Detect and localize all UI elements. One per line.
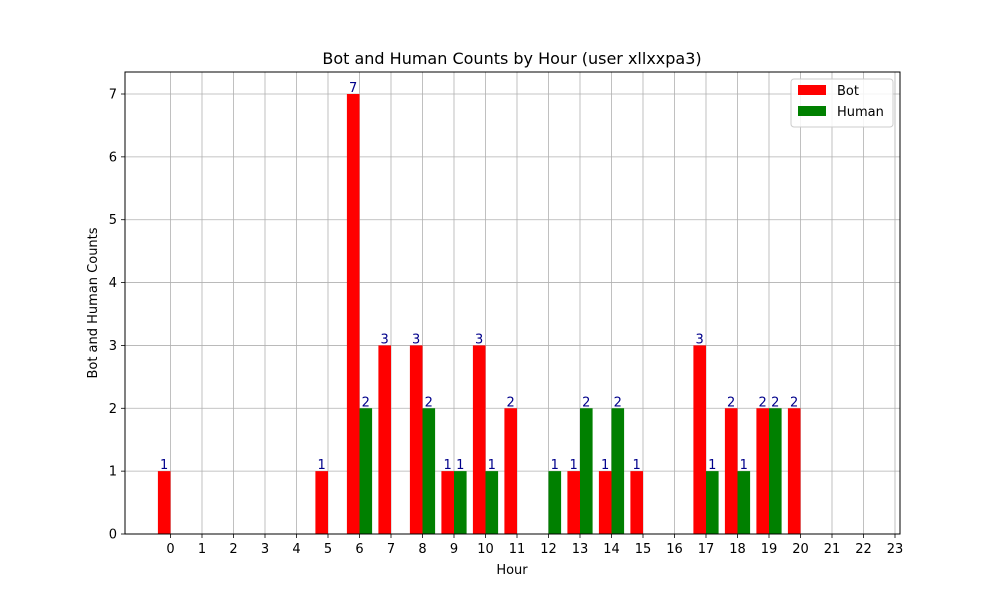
bar-human-hour-18	[737, 471, 751, 534]
x-tick-label: 2	[229, 542, 237, 557]
bar-human-hour-19	[769, 408, 782, 534]
bar-value-label: 3	[696, 332, 704, 347]
bar-value-label: 2	[362, 395, 370, 410]
bar-bot-hour-17	[693, 345, 706, 534]
bar-bot-hour-11	[504, 408, 517, 534]
x-axis-title: Hour	[496, 563, 528, 578]
bar-human-hour-10	[485, 471, 499, 534]
bar-value-label: 2	[582, 395, 590, 410]
x-tick-label: 10	[477, 542, 494, 557]
x-tick-label: 1	[198, 542, 206, 557]
x-tick-label: 17	[698, 542, 715, 557]
y-axis-title: Bot and Human Counts	[86, 227, 101, 378]
bar-human-hour-14	[611, 408, 625, 534]
x-tick-label: 18	[729, 542, 746, 557]
bar-bot-hour-7	[378, 345, 391, 534]
bars	[157, 94, 801, 534]
bar-bot-hour-0	[157, 471, 171, 534]
x-tick-label: 0	[166, 542, 174, 557]
bar-value-label: 1	[708, 458, 716, 473]
y-tick-label: 5	[109, 213, 117, 228]
bar-value-label: 7	[349, 81, 357, 96]
bar-bot-hour-10	[472, 345, 486, 534]
bar-value-label: 1	[160, 458, 168, 473]
x-tick-label: 21	[824, 542, 841, 557]
bar-human-hour-12	[548, 471, 562, 534]
bar-value-label: 1	[740, 458, 748, 473]
bar-value-label: 1	[488, 458, 496, 473]
x-tick-label: 4	[292, 542, 300, 557]
x-tick-label: 12	[540, 542, 557, 557]
x-tick-label: 13	[572, 542, 589, 557]
x-tick-label: 14	[603, 542, 620, 557]
bar-value-label: 1	[456, 458, 464, 473]
bar-value-label: 1	[318, 458, 326, 473]
bar-value-label: 2	[727, 395, 735, 410]
y-tick-label: 3	[109, 339, 117, 354]
bar-value-label: 2	[759, 395, 767, 410]
chart-title: Bot and Human Counts by Hour (user xllxx…	[322, 49, 701, 68]
x-tick-label: 16	[666, 542, 683, 557]
x-tick-label: 6	[355, 542, 363, 557]
bar-value-label: 2	[614, 395, 622, 410]
x-tick-label: 20	[792, 542, 809, 557]
bar-value-label: 2	[507, 395, 515, 410]
x-axis-ticks: 0 1 2 3 4 5 6 7 8 9 10 11 12 13 14 15 16 17 18 19 20 21 22 23	[166, 534, 903, 557]
bar-value-label: 1	[570, 458, 578, 473]
legend: Bot Human	[790, 78, 894, 128]
bar-bot-hour-20	[787, 408, 801, 534]
bar-value-label: 1	[444, 458, 452, 473]
bar-bot-hour-9	[441, 471, 454, 534]
x-tick-label: 15	[635, 542, 652, 557]
bar-human-hour-13	[580, 408, 593, 534]
bar-bot-hour-19	[756, 408, 769, 534]
y-tick-label: 0	[109, 528, 117, 543]
bar-bot-hour-15	[630, 471, 643, 534]
bar-value-label: 1	[601, 458, 609, 473]
bar-value-label: 1	[551, 458, 559, 473]
legend-label-bot: Bot	[837, 84, 859, 99]
y-tick-label: 6	[109, 150, 117, 165]
y-tick-label: 2	[109, 402, 117, 417]
bar-bot-hour-8	[409, 345, 423, 534]
x-tick-label: 11	[509, 542, 526, 557]
bar-human-hour-6	[359, 408, 373, 534]
bar-bot-hour-18	[724, 408, 738, 534]
bar-value-label: 2	[425, 395, 433, 410]
plot-frame	[124, 71, 901, 535]
y-axis-ticks: 0 1 2 3 4 5 6 7	[109, 88, 125, 543]
bar-value-label: 3	[381, 332, 389, 347]
bar-human-hour-8	[422, 408, 436, 534]
bar-bot-hour-13	[567, 471, 580, 534]
bar-value-label: 2	[790, 395, 798, 410]
bar-bot-hour-6	[346, 94, 360, 534]
bar-human-hour-9	[454, 471, 467, 534]
x-tick-label: 8	[418, 542, 426, 557]
x-tick-label: 5	[324, 542, 332, 557]
y-tick-label: 1	[109, 465, 117, 480]
x-tick-label: 19	[761, 542, 778, 557]
legend-swatch-human	[798, 106, 826, 116]
y-tick-label: 4	[109, 276, 117, 291]
bar-value-label: 2	[771, 395, 779, 410]
bar-value-label: 1	[633, 458, 641, 473]
bar-human-hour-17	[706, 471, 719, 534]
x-tick-label: 22	[855, 542, 872, 557]
x-tick-label: 3	[261, 542, 269, 557]
bar-bot-hour-14	[598, 471, 612, 534]
x-tick-label: 9	[450, 542, 458, 557]
y-tick-label: 7	[109, 88, 117, 103]
x-tick-label: 7	[387, 542, 395, 557]
bar-value-label: 3	[412, 332, 420, 347]
bar-value-label: 3	[475, 332, 483, 347]
bar-bot-hour-5	[315, 471, 328, 534]
x-tick-label: 23	[887, 542, 904, 557]
legend-swatch-bot	[798, 85, 826, 95]
legend-label-human: Human	[837, 105, 884, 120]
